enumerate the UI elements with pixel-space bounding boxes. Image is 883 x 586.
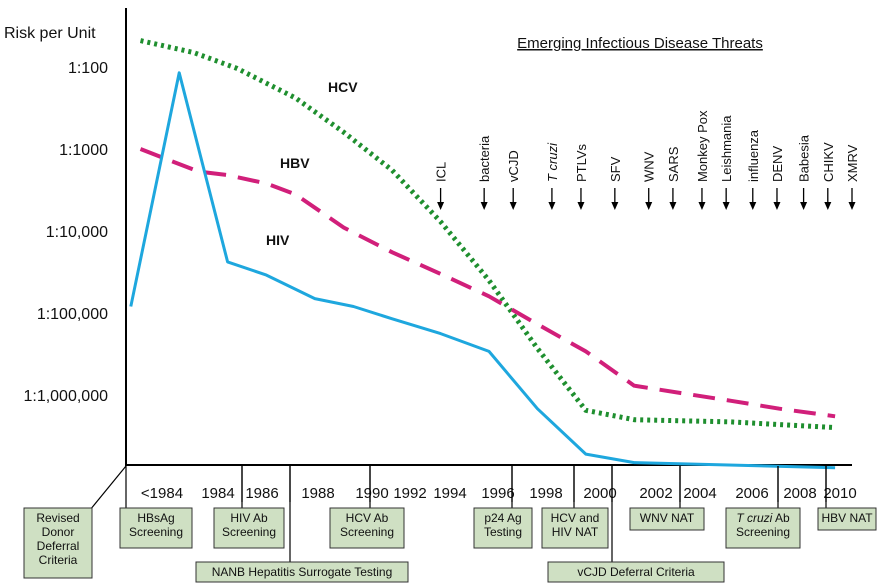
threat-label-leishmania: Leishmania <box>719 115 734 182</box>
intervention-hcv-and-hiv-nat-label: HCV and HIV NAT <box>551 511 600 539</box>
threat-label-babesia: Babesia <box>797 134 812 182</box>
intervention-hiv-ab-screening: HIV Ab Screening <box>213 507 285 549</box>
intervention-hbsag-screening: HBsAg Screening <box>119 507 193 549</box>
intervention-hbv-nat-box <box>817 507 877 531</box>
y-tick-5: 1:1,000,000 <box>23 388 108 405</box>
intervention-wnv-nat-label: WNV NAT <box>640 511 695 525</box>
intervention-nanb-hepatitis-surrogate-testing-label: NANB Hepatitis Surrogate Testing <box>212 565 393 579</box>
threat-label-monkey-pox: Monkey Pox <box>695 110 710 182</box>
series-label-hcv: HCV <box>328 79 358 95</box>
intervention-vcjd-deferral-criteria-box <box>547 561 725 583</box>
intervention-nanb-hepatitis-surrogate-testing: NANB Hepatitis Surrogate Testing <box>195 561 409 583</box>
series-label-hbv: HBV <box>280 155 310 171</box>
threat-arrow-head <box>437 202 445 210</box>
intervention-hcv-ab-screening: HCV Ab Screening <box>329 507 405 549</box>
intervention-hbsag-screening-box <box>119 507 193 549</box>
y-tick-3: 1:10,000 <box>46 224 108 241</box>
threat-label-chikv: CHIKV <box>821 142 836 182</box>
threat-arrow-head <box>698 202 706 210</box>
intervention-nanb-hepatitis-surrogate-testing-box <box>195 561 409 583</box>
intervention-p24-ag-testing-box <box>473 507 533 549</box>
threat-label-vcjd: vCJD <box>506 150 521 182</box>
intervention-t-cruzi-ab-screening-label: T cruzi Ab Screening <box>736 511 790 539</box>
threat-label-influenza: influenza <box>746 129 761 182</box>
intervention-hcv-and-hiv-nat: HCV and HIV NAT <box>541 507 609 549</box>
x-tick-2000: 2000 <box>583 485 616 502</box>
y-axis-label: Risk per Unit <box>4 25 96 42</box>
x-ticks: <1984 1984 1986 1988 1990 1992 1994 1996 1998 200… <box>141 466 857 502</box>
x-tick-2010: 2010 <box>823 485 856 502</box>
threat-arrow-head <box>509 202 517 210</box>
threat-arrow-head <box>773 202 781 210</box>
threat-arrow-head <box>749 202 757 210</box>
threat-arrow-head <box>669 202 677 210</box>
intervention-t-cruzi-ab-screening: T cruzi Ab Screening <box>725 507 801 549</box>
x-tick-2008: 2008 <box>783 485 816 502</box>
x-tick-2006: 2006 <box>735 485 768 502</box>
intervention-hbsag-screening-label: HBsAg Screening <box>129 511 183 539</box>
threat-label-t-cruzi: T cruzi <box>545 142 560 182</box>
threat-label-sfv: SFV <box>608 156 623 182</box>
threat-arrow-head <box>577 202 585 210</box>
x-tick-1986: 1986 <box>245 485 278 502</box>
intervention-hcv-ab-screening-label: HCV Ab Screening <box>340 511 394 539</box>
threat-label-bacteria: bacteria <box>477 135 492 182</box>
threat-label-denv: DENV <box>770 146 785 182</box>
intervention-hcv-and-hiv-nat-box <box>541 507 609 549</box>
intervention-hiv-ab-screening-box <box>213 507 285 549</box>
x-tick-1996: 1996 <box>481 485 514 502</box>
series-line-hiv <box>129 71 836 470</box>
x-tick-1992: 1992 <box>393 485 426 502</box>
threat-arrow-head <box>800 202 808 210</box>
series-label-hiv: HIV <box>266 232 290 248</box>
intervention-vcjd-deferral-criteria: vCJD Deferral Criteria <box>547 561 725 583</box>
y-tick-2: 1:1000 <box>59 142 108 159</box>
intervention-hbv-nat-label: HBV NAT <box>821 511 873 525</box>
intervention-p24-ag-testing: p24 Ag Testing <box>473 507 533 549</box>
threat-label-ptlvs: PTLVs <box>574 143 589 182</box>
intervention-hbv-nat: HBV NAT <box>817 507 877 531</box>
threat-arrow-head <box>611 202 619 210</box>
intervention-wnv-nat-box <box>629 507 705 531</box>
y-tick-1: 1:100 <box>68 60 108 77</box>
x-tick-1990: 1990 <box>355 485 388 502</box>
threat-arrow-head <box>848 202 856 210</box>
chart-title: Emerging Infectious Disease Threats <box>517 35 763 52</box>
intervention-wnv-nat: WNV NAT <box>629 507 705 531</box>
threat-label-icl: ICL <box>434 162 449 182</box>
x-tick-1998: 1998 <box>529 485 562 502</box>
x-tick-2002: 2002 <box>639 485 672 502</box>
x-tick-1988: 1988 <box>301 485 334 502</box>
intervention-revised-donor-deferral-criteria-label: Revised Donor Deferral Criteria <box>36 511 79 567</box>
threat-arrow-head <box>722 202 730 210</box>
threat-arrow-head <box>824 202 832 210</box>
intervention-revised-donor-deferral-criteria: Revised Donor Deferral Criteria <box>23 507 93 579</box>
intervention-t-cruzi-ab-screening-box <box>725 507 801 549</box>
intervention-hcv-ab-screening-box <box>329 507 405 549</box>
threat-label-wnv: WNV <box>642 151 657 182</box>
series-lines <box>129 38 836 470</box>
intervention-vcjd-deferral-criteria-label: vCJD Deferral Criteria <box>577 565 695 579</box>
threat-arrow-head <box>480 202 488 210</box>
threat-arrow-head <box>548 202 556 210</box>
threat-markers: ICL bacteria vCJD T cruzi PTLVs SFV WNV SARS Mon… <box>434 110 860 210</box>
threat-arrow-head <box>645 202 653 210</box>
intervention-hiv-ab-screening-label: HIV Ab Screening <box>222 511 276 539</box>
intervention-revised-donor-deferral-criteria-box <box>23 507 93 579</box>
series-line-hbv <box>139 147 836 419</box>
x-tick-before-1984: <1984 <box>141 485 183 502</box>
intervention-p24-ag-testing-label: p24 Ag Testing <box>484 511 522 539</box>
intervention-boxes: Revised Donor Deferral Criteria HBsAg Screeni… <box>23 465 877 583</box>
x-tick-1994: 1994 <box>433 485 466 502</box>
series-line-hcv <box>139 38 836 431</box>
intervention-revised-donor-deferral-criteria-connector <box>89 465 127 511</box>
threat-label-sars: SARS <box>666 146 681 182</box>
x-tick-1984: 1984 <box>201 485 234 502</box>
y-tick-4: 1:100,000 <box>37 306 108 323</box>
x-tick-2004: 2004 <box>683 485 716 502</box>
threat-label-xmrv: XMRV <box>845 144 860 182</box>
